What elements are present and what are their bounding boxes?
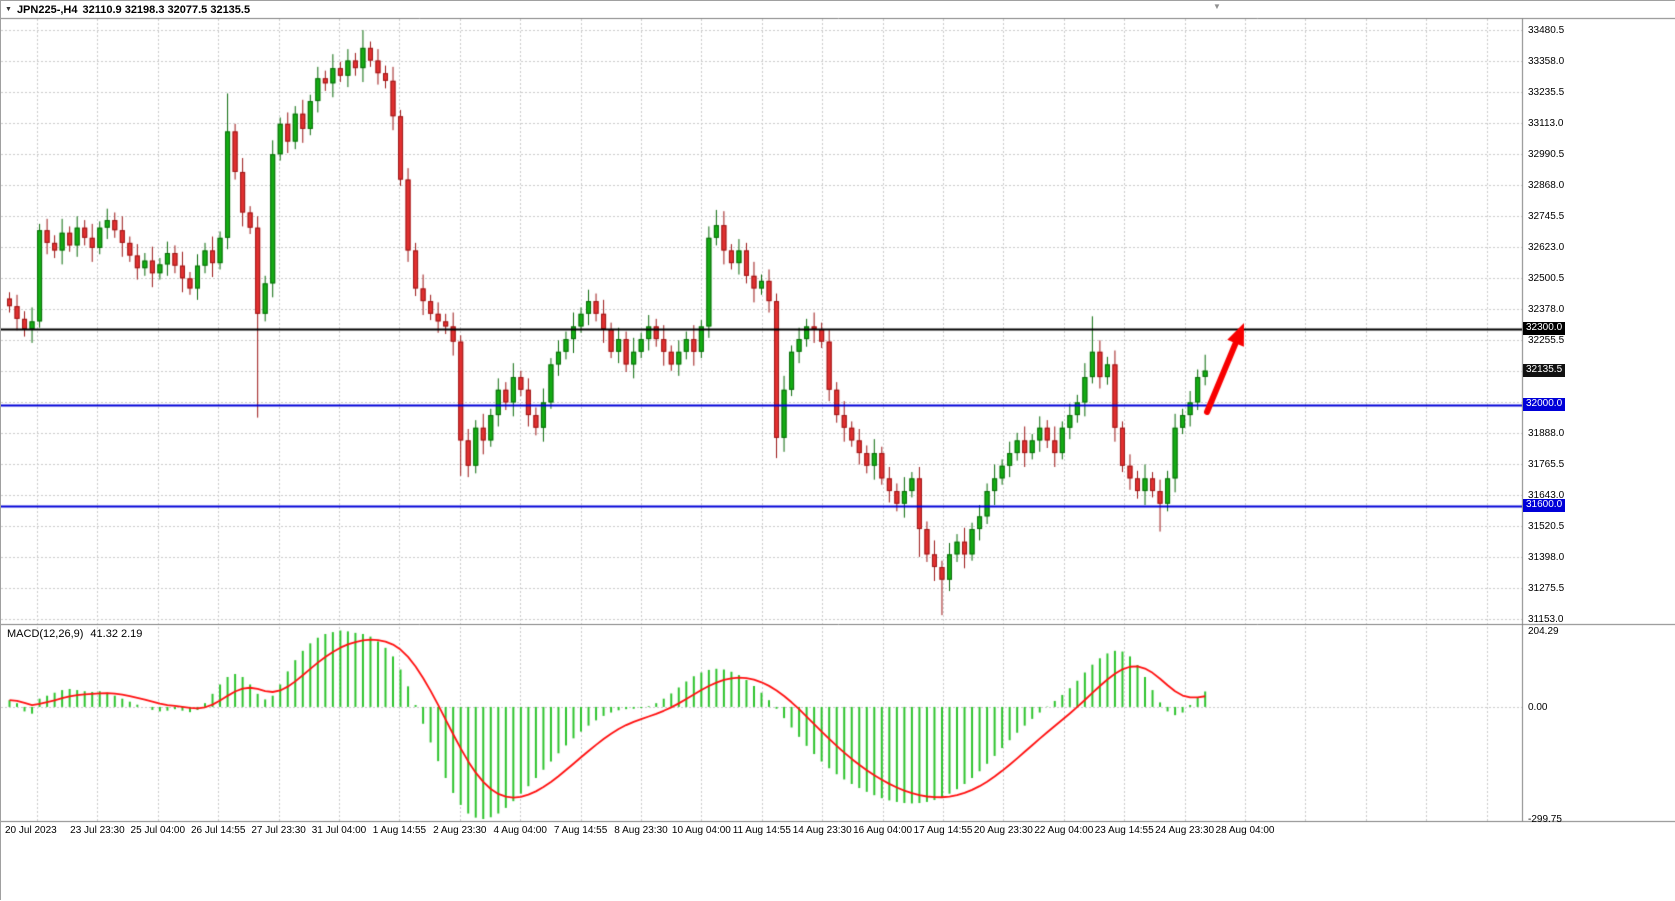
time-axis-label: 27 Jul 23:30 (251, 825, 306, 836)
time-axis-label: 23 Jul 23:30 (70, 825, 125, 836)
price-axis-label: 32255.5 (1528, 335, 1565, 347)
time-axis-label: 17 Aug 14:55 (913, 825, 973, 836)
symbol-dropdown-icon[interactable]: ▼ (5, 5, 12, 13)
time-axis-label: 7 Aug 14:55 (553, 825, 608, 836)
macd-axis-label: 204.29 (1528, 625, 1559, 637)
chart-shift-marker-icon[interactable]: ▼ (1213, 2, 1221, 11)
price-axis-label: 33480.5 (1528, 25, 1565, 37)
time-axis-label: 25 Jul 04:00 (130, 825, 186, 836)
ohlc-readout: 32110.9 32198.3 32077.5 32135.5 (82, 3, 251, 16)
price-line-badge: 32135.5 (1523, 363, 1566, 377)
time-axis-label: 24 Aug 23:30 (1155, 825, 1215, 836)
time-axis-label: 28 Aug 04:00 (1215, 825, 1275, 836)
macd-axis-label: -299.75 (1528, 814, 1562, 826)
price-axis-label: 32623.0 (1528, 242, 1565, 254)
time-axis-label: 26 Jul 14:55 (190, 825, 246, 836)
price-axis-label: 32990.5 (1528, 149, 1565, 161)
price-axis-label: 31888.0 (1528, 428, 1565, 440)
price-axis-label: 33235.5 (1528, 87, 1565, 99)
price-axis-label: 32868.0 (1528, 180, 1565, 192)
price-axis-label: 32745.5 (1528, 211, 1565, 223)
time-axis-label: 22 Aug 04:00 (1034, 825, 1094, 836)
price-axis-label: 33358.0 (1528, 56, 1565, 68)
price-axis-label: 31520.5 (1528, 521, 1565, 533)
macd-name: MACD(12,26,9) (7, 628, 84, 640)
symbol-period-label: JPN225-,H4 (16, 3, 78, 16)
time-axis-label: 16 Aug 04:00 (853, 825, 913, 836)
price-axis-label: 33113.0 (1528, 118, 1564, 130)
time-axis-label: 10 Aug 04:00 (671, 825, 731, 836)
price-axis-label: 31643.0 (1528, 490, 1565, 502)
price-axis-label: 32500.5 (1528, 273, 1565, 285)
macd-indicator-label: MACD(12,26,9) 41.32 2.19 (7, 628, 142, 640)
macd-values: 41.32 2.19 (90, 628, 143, 640)
time-axis-label: 20 Aug 23:30 (973, 825, 1033, 836)
price-axis-label: 31275.5 (1528, 583, 1565, 595)
price-line-badge: 32300.0 (1523, 321, 1566, 335)
price-line-badge: 31600.0 (1523, 499, 1566, 513)
chart-legend: ▼ JPN225-,H4 32110.9 32198.3 32077.5 321… (5, 3, 250, 16)
time-axis-label: 14 Aug 23:30 (792, 825, 852, 836)
time-axis-label: 20 Jul 2023 (5, 825, 57, 836)
time-axis-label: 11 Aug 14:55 (732, 825, 791, 836)
time-axis-label: 8 Aug 23:30 (614, 825, 668, 836)
time-axis-label: 2 Aug 23:30 (433, 825, 487, 836)
price-axis-label: 32378.0 (1528, 304, 1565, 316)
time-axis-label: 31 Jul 04:00 (311, 825, 367, 836)
price-axis-label: 31153.0 (1528, 614, 1564, 626)
macd-axis-label: 0.00 (1528, 701, 1548, 713)
price-axis-label: 31398.0 (1528, 552, 1565, 564)
price-line-badge: 32000.0 (1523, 397, 1566, 411)
price-axis-label: 31765.5 (1528, 459, 1565, 471)
time-axis-label: 4 Aug 04:00 (493, 825, 547, 836)
time-axis-label: 23 Aug 14:55 (1094, 825, 1154, 836)
time-axis-label: 1 Aug 14:55 (372, 825, 427, 836)
